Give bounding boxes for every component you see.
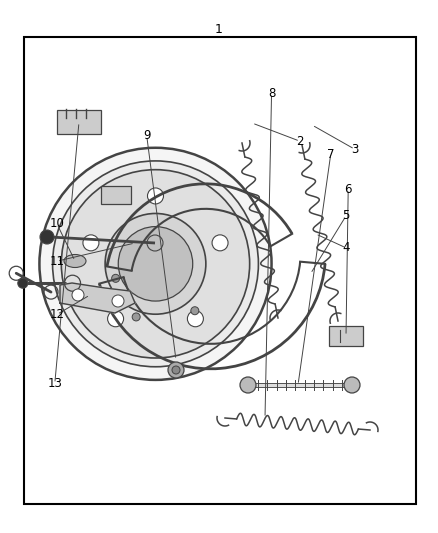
Text: 9: 9 [143, 130, 151, 142]
Circle shape [118, 227, 193, 301]
Circle shape [39, 148, 272, 380]
Circle shape [168, 362, 184, 378]
Circle shape [148, 188, 163, 204]
Circle shape [105, 213, 206, 314]
Text: 4: 4 [342, 241, 350, 254]
Circle shape [83, 235, 99, 251]
Text: 8: 8 [268, 87, 275, 100]
Circle shape [240, 377, 256, 393]
Text: 1: 1 [215, 23, 223, 36]
Circle shape [108, 311, 124, 327]
Circle shape [112, 295, 124, 307]
Circle shape [112, 274, 120, 282]
Circle shape [72, 289, 84, 301]
Circle shape [172, 366, 180, 374]
Text: 10: 10 [49, 217, 64, 230]
Circle shape [344, 377, 360, 393]
Circle shape [191, 306, 199, 314]
Text: 5: 5 [343, 209, 350, 222]
Ellipse shape [64, 254, 86, 268]
Text: 7: 7 [327, 148, 335, 161]
Text: 3: 3 [351, 143, 358, 156]
Polygon shape [60, 283, 135, 313]
Circle shape [212, 235, 228, 251]
Circle shape [132, 313, 140, 321]
Text: 12: 12 [49, 308, 64, 321]
Text: 2: 2 [296, 135, 304, 148]
FancyBboxPatch shape [101, 186, 131, 204]
Text: 11: 11 [49, 255, 64, 268]
FancyBboxPatch shape [57, 110, 101, 134]
Circle shape [53, 161, 258, 367]
FancyBboxPatch shape [329, 326, 363, 346]
Circle shape [187, 311, 203, 327]
Circle shape [18, 278, 28, 288]
Bar [24, 37, 416, 504]
Text: 13: 13 [47, 377, 62, 390]
Circle shape [61, 169, 250, 358]
Text: 6: 6 [344, 183, 352, 196]
Circle shape [40, 230, 54, 244]
